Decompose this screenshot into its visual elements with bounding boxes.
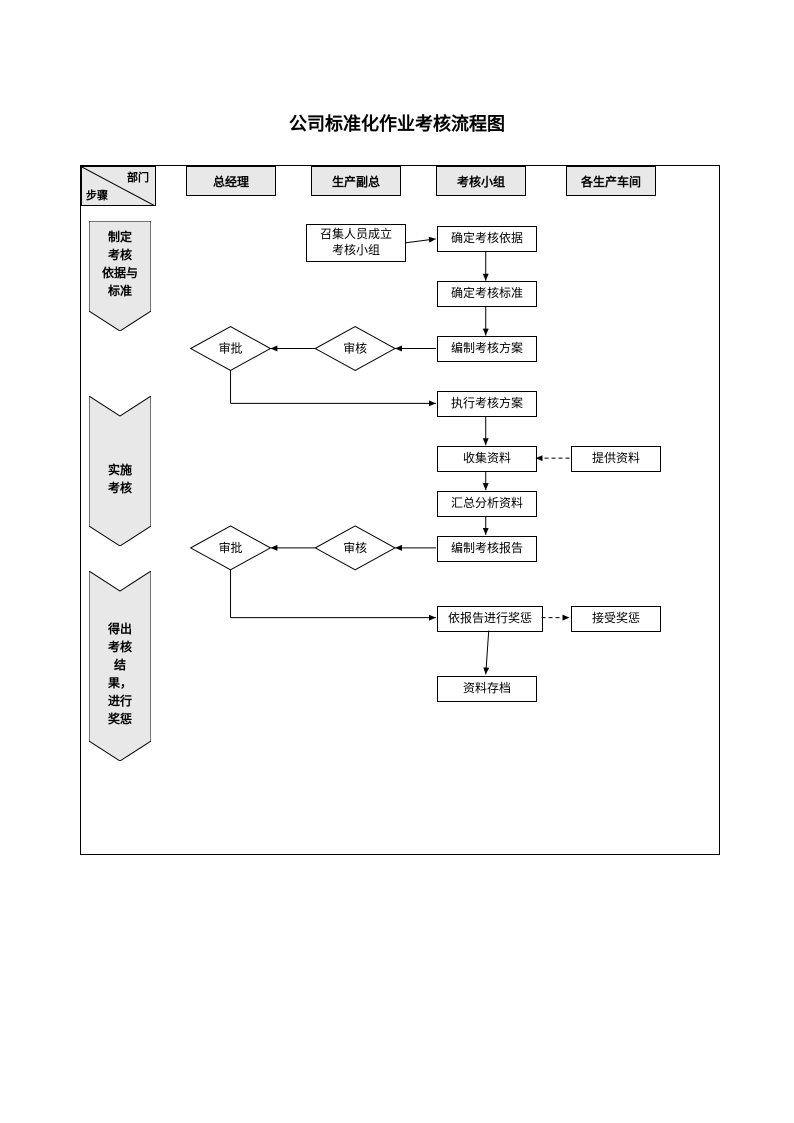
step-shape: 实施 考核	[89, 396, 151, 546]
flow-node: 接受奖惩	[571, 606, 661, 632]
svg-text:审批: 审批	[219, 540, 243, 555]
connector-layer: 审核审批审核审批	[81, 166, 719, 854]
header-dept-label: 部门	[127, 169, 149, 185]
column-header: 总经理	[186, 166, 276, 196]
flow-node: 召集人员成立 考核小组	[306, 224, 406, 262]
flow-node: 编制考核报告	[437, 536, 537, 562]
flow-node: 收集资料	[437, 446, 537, 472]
svg-text:审核: 审核	[343, 340, 367, 355]
flow-node: 汇总分析资料	[437, 491, 537, 517]
header-step-label: 步骤	[86, 187, 108, 203]
step-shape: 得出 考核 结 果， 进行 奖惩	[89, 571, 151, 761]
flow-node: 依报告进行奖惩	[437, 606, 543, 632]
column-header: 各生产车间	[566, 166, 656, 196]
header-corner: 部门 步骤	[81, 166, 156, 206]
flow-node: 确定考核依据	[437, 226, 537, 252]
flow-node: 编制考核方案	[437, 336, 537, 362]
step-shape: 制定 考核 依据与 标准	[89, 221, 151, 331]
flowchart-container: 部门 步骤 总经理 生产副总 考核小组 各生产车间 制定 考核 依据与 标准 实施 考…	[80, 165, 720, 855]
column-header: 生产副总	[311, 166, 401, 196]
flow-node: 提供资料	[571, 446, 661, 472]
svg-text:审核: 审核	[343, 540, 367, 555]
column-header: 考核小组	[436, 166, 526, 196]
svg-text:审批: 审批	[219, 340, 243, 355]
flow-node: 资料存档	[437, 676, 537, 702]
page-title: 公司标准化作业考核流程图	[0, 110, 794, 136]
flow-node: 确定考核标准	[437, 281, 537, 307]
flow-node: 执行考核方案	[437, 391, 537, 417]
